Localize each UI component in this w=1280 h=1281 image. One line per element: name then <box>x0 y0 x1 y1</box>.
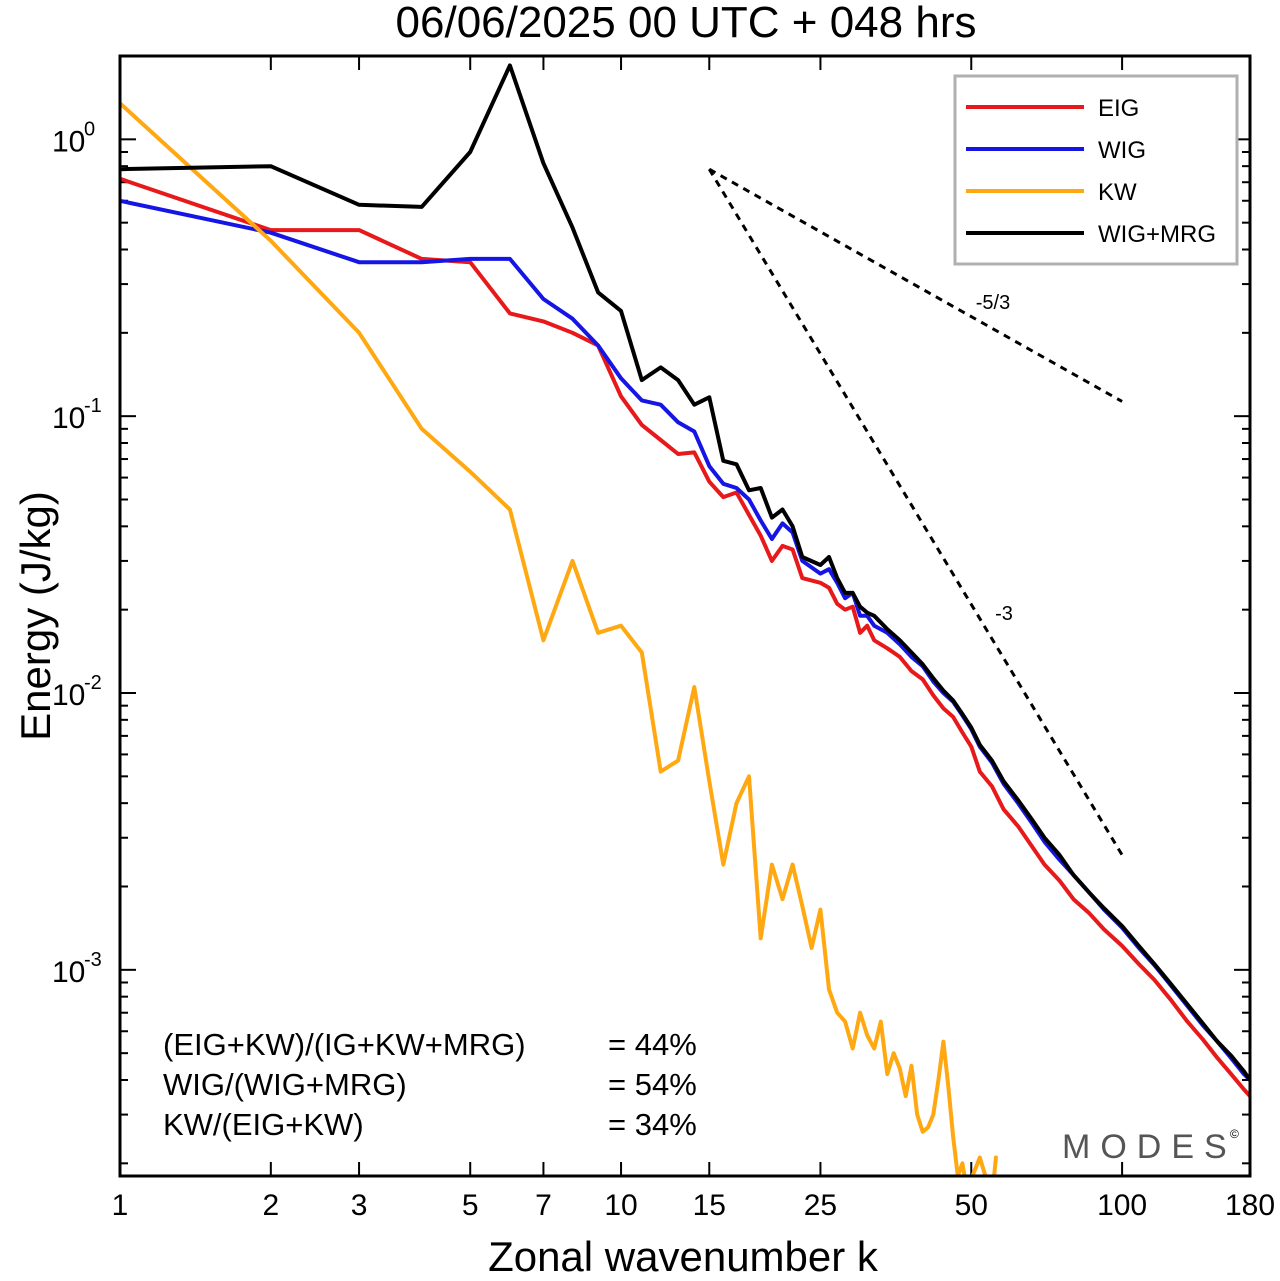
x-tick-label: 15 <box>693 1189 726 1222</box>
ratio-value: = 44% <box>608 1027 697 1062</box>
x-tick-label: 1 <box>112 1189 129 1222</box>
x-tick-label: 5 <box>462 1189 479 1222</box>
ratio-label: (EIG+KW)/(IG+KW+MRG) <box>163 1027 526 1062</box>
x-tick-label: 25 <box>804 1189 837 1222</box>
y-tick-exponent: -1 <box>84 395 102 417</box>
legend-entry-label: KW <box>1098 179 1137 206</box>
y-tick-base: 10 <box>52 125 85 158</box>
y-tick-base: 10 <box>52 956 85 989</box>
reference-slope-line <box>707 168 1124 856</box>
plot-frame <box>118 54 1252 1178</box>
modes-logo: MODES © <box>1062 1127 1239 1166</box>
x-tick-label: 180 <box>1225 1189 1275 1222</box>
y-tick-label: 10-1 <box>52 395 102 435</box>
x-tick-label: 10 <box>604 1189 637 1222</box>
logo-text: MODES <box>1062 1128 1237 1166</box>
x-tick-label: 7 <box>535 1189 552 1222</box>
legend-entry-label: WIG+MRG <box>1098 221 1216 248</box>
reference-slopes: -5/3 -3 <box>707 167 1124 856</box>
ratio-label: KW/(EIG+KW) <box>163 1107 364 1142</box>
legend: EIG WIG KW WIG+MRG <box>953 74 1239 266</box>
ratio-annotations: (EIG+KW)/(IG+KW+MRG) = 44% WIG/(WIG+MRG) = … <box>163 1027 697 1142</box>
y-axis-label: Energy (J/kg) <box>12 491 59 741</box>
series-line-wig-mrg <box>120 63 1250 1082</box>
x-tick-label: 3 <box>351 1189 368 1222</box>
y-tick-exponent: -3 <box>84 949 102 971</box>
chart-title: 06/06/2025 00 UTC + 048 hrs <box>396 0 977 47</box>
ratio-label: WIG/(WIG+MRG) <box>163 1067 407 1102</box>
ratio-value: = 34% <box>608 1107 697 1142</box>
y-tick-label: 100 <box>52 118 95 158</box>
series-lines <box>120 63 1250 1176</box>
y-tick-base: 10 <box>52 679 85 712</box>
legend-entry-label: EIG <box>1098 95 1139 122</box>
series-line-eig <box>120 176 1250 1099</box>
y-tick-base: 10 <box>52 402 85 435</box>
series-line-kw <box>120 101 998 1176</box>
legend-entry-label: WIG <box>1098 137 1146 164</box>
series-line-wig <box>120 198 1250 1082</box>
x-tick-label: 50 <box>955 1189 988 1222</box>
x-axis-label: Zonal wavenumber k <box>488 1233 879 1280</box>
reference-slope-label: -3 <box>995 603 1013 625</box>
x-tick-label: 2 <box>262 1189 279 1222</box>
logo-copyright-mark: © <box>1230 1127 1239 1141</box>
y-tick-exponent: -2 <box>84 672 102 694</box>
reference-slope-line <box>708 167 1123 403</box>
ratio-value: = 54% <box>608 1067 697 1102</box>
x-tick-label: 100 <box>1097 1189 1147 1222</box>
y-tick-exponent: 0 <box>84 118 95 140</box>
y-tick-label: 10-2 <box>52 672 102 712</box>
y-tick-label: 10-3 <box>52 949 102 989</box>
reference-slope-label: -5/3 <box>976 292 1010 314</box>
